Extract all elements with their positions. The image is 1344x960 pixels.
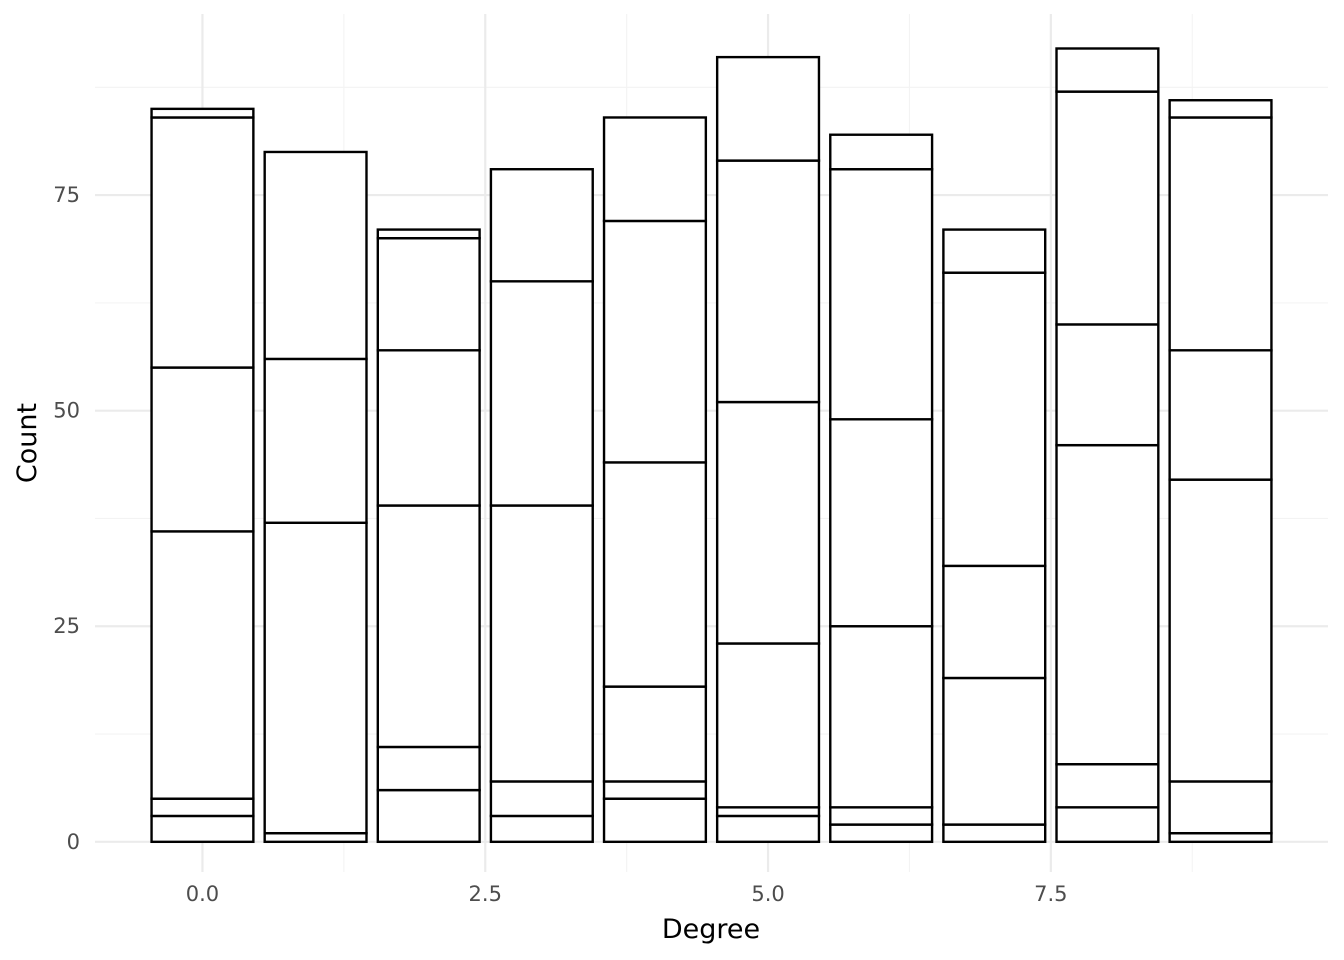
bar-8-segment-5 [1055,47,1160,93]
bars [150,47,1273,844]
bar-5-segment-4 [715,159,821,404]
bar-1-segment-3 [263,150,368,361]
bar-7-segment-3 [942,271,1047,568]
bar-2-segment-1 [376,745,481,792]
bar-5-segment-0 [715,814,821,844]
bar-4-segment-5 [602,116,708,223]
bar-6-segment-0 [829,823,934,844]
y-axis-title: Count [12,403,43,483]
bar-4-segment-4 [602,219,708,464]
bar-1-segment-0 [263,831,368,844]
x-tick-label-3: 7.5 [1034,882,1067,906]
x-axis-ticks: 0.0 2.5 5.0 7.5 [186,882,1068,906]
bar-6-segment-4 [829,168,934,421]
bar-1 [263,150,368,844]
bar-2-segment-5 [376,228,481,240]
bar-8-segment-1 [1055,763,1160,809]
bar-0 [150,107,255,844]
bar-6-segment-2 [829,625,934,809]
bar-6-segment-3 [829,418,934,628]
bar-0-segment-3 [150,366,255,533]
bar-9-segment-1 [1168,780,1273,835]
bar-5-segment-3 [715,400,821,645]
y-tick-label-3: 75 [53,183,80,207]
y-tick-label-1: 25 [53,614,80,638]
bar-0-segment-5 [150,107,255,119]
bar-2-segment-0 [376,788,481,844]
x-tick-label-2: 5.0 [751,882,784,906]
bar-0-segment-2 [150,530,255,800]
bar-7-segment-2 [942,564,1047,680]
bar-5-segment-5 [715,55,821,162]
bar-4-segment-0 [602,797,708,844]
bar-8-segment-4 [1055,90,1160,326]
bar-2 [376,228,481,844]
bar-9-segment-2 [1168,478,1273,783]
bar-0-segment-4 [150,116,255,369]
bar-1-segment-1 [263,521,368,835]
bar-0-segment-1 [150,797,255,818]
y-tick-label-0: 0 [67,830,80,854]
bar-9-segment-3 [1168,349,1273,481]
bar-9-segment-5 [1168,99,1273,119]
bar-3-segment-4 [489,168,594,283]
bar-9-segment-4 [1168,116,1273,352]
bar-3-segment-2 [489,504,594,783]
x-tick-label-1: 2.5 [469,882,502,906]
y-tick-label-2: 50 [53,399,80,423]
x-axis-title: Degree [662,914,760,945]
bar-3-segment-3 [489,280,594,507]
y-axis-ticks: 0 25 50 75 [53,183,80,854]
bar-4-segment-3 [602,461,708,688]
bar-7-segment-0 [942,823,1047,844]
bar-1-segment-2 [263,357,368,524]
bar-4-segment-2 [602,685,708,783]
x-tick-label-0: 0.0 [186,882,219,906]
bar-3 [489,168,594,844]
bar-4 [602,116,708,844]
bar-9 [1168,99,1273,844]
bar-2-segment-2 [376,504,481,749]
bar-6 [829,133,934,844]
bar-5-segment-1 [715,806,821,818]
bar-7 [942,228,1047,844]
bar-3-segment-1 [489,780,594,818]
bar-5-segment-2 [715,642,821,809]
bar-7-segment-1 [942,676,1047,826]
bar-0-segment-0 [150,814,255,844]
bar-6-segment-5 [829,133,934,171]
bar-8-segment-0 [1055,806,1160,844]
bar-4-segment-1 [602,780,708,800]
bar-2-segment-3 [376,349,481,507]
bar-3-segment-0 [489,814,594,844]
bar-5 [715,55,821,844]
bar-6-segment-1 [829,806,934,826]
bar-9-segment-0 [1168,831,1273,844]
bar-7-segment-4 [942,228,1047,274]
bar-2-segment-4 [376,237,481,352]
bar-8 [1055,47,1160,844]
bar-8-segment-2 [1055,443,1160,766]
bar-8-segment-3 [1055,323,1160,447]
